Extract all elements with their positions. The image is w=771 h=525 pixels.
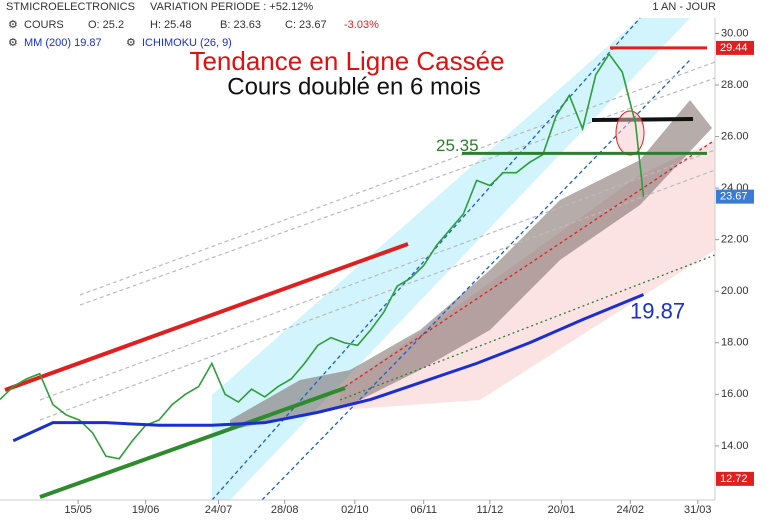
x-tick-label: 20/01 — [548, 504, 576, 516]
x-tick-label: 02/10 — [341, 504, 369, 516]
annotation: Tendance en Ligne Cassée — [189, 46, 504, 76]
highlight — [615, 110, 645, 156]
price-tag-label: 23.67 — [720, 191, 748, 203]
open: O: 25.2 — [88, 19, 124, 31]
annotation: Cours doublé en 6 mois — [227, 73, 480, 100]
gear-icon[interactable]: ⚙ — [8, 19, 18, 31]
ichimoku-cloud — [230, 100, 712, 430]
price-tag — [716, 189, 754, 204]
low: B: 23.63 — [220, 19, 261, 31]
y-tick-label: 16.00 — [721, 388, 749, 400]
y-tick-label: 28.00 — [721, 79, 749, 91]
y-tick-label: 18.00 — [721, 337, 749, 349]
trend-line — [39, 149, 716, 401]
y-tick-label: 26.00 — [721, 130, 749, 142]
x-tick-label: 19/06 — [132, 504, 160, 516]
series-line — [12, 293, 645, 443]
neckline — [591, 117, 694, 122]
price-tag — [716, 471, 754, 486]
mm-label: 19.87 — [630, 298, 685, 323]
mm-legend: MM (200) 19.87 — [24, 37, 102, 49]
x-tick-label: 11/12 — [477, 504, 504, 516]
ichimoku-legend: ICHIMOKU (26, 9) — [142, 37, 232, 49]
support-trend — [39, 386, 346, 499]
name: STMICROELECTRONICS — [6, 1, 135, 13]
close: C: 23.67 — [285, 19, 327, 31]
y-tick-label: 22.00 — [721, 234, 749, 246]
x-tick-label: 06/11 — [410, 504, 437, 516]
trend-line — [39, 169, 716, 421]
x-tick-label: 31/03 — [684, 504, 712, 516]
trend-line — [79, 77, 716, 306]
change: -3.03% — [344, 19, 379, 31]
price-tag — [716, 40, 754, 55]
x-tick-label: 24/07 — [205, 504, 233, 516]
gear-icon[interactable]: ⚙ — [126, 37, 136, 49]
price-tag-label: 29.44 — [720, 42, 748, 54]
level-label: 25.35 — [436, 136, 479, 155]
trend-line — [339, 254, 716, 401]
y-tick-label: 14.00 — [721, 440, 749, 452]
price-tag-label: 12.72 — [720, 473, 748, 485]
x-tick-label: 28/08 — [271, 504, 299, 516]
series-line — [0, 52, 645, 460]
period: 1 AN - JOUR — [652, 1, 716, 13]
header: STMICROELECTRONICS VARIATION PERIODE : +… — [6, 1, 716, 49]
x-tick-label: 24/02 — [616, 504, 644, 516]
x-tick-label: 15/05 — [64, 504, 92, 516]
variation: VARIATION PERIODE : +52.12% — [150, 1, 313, 13]
y-tick-label: 30.00 — [721, 27, 749, 39]
cours: COURS — [24, 19, 64, 31]
gear-icon[interactable]: ⚙ — [8, 37, 18, 49]
high: H: 25.48 — [150, 19, 192, 31]
trend-line — [79, 61, 716, 296]
broken-trend — [4, 242, 409, 392]
y-tick-label: 20.00 — [721, 285, 749, 297]
